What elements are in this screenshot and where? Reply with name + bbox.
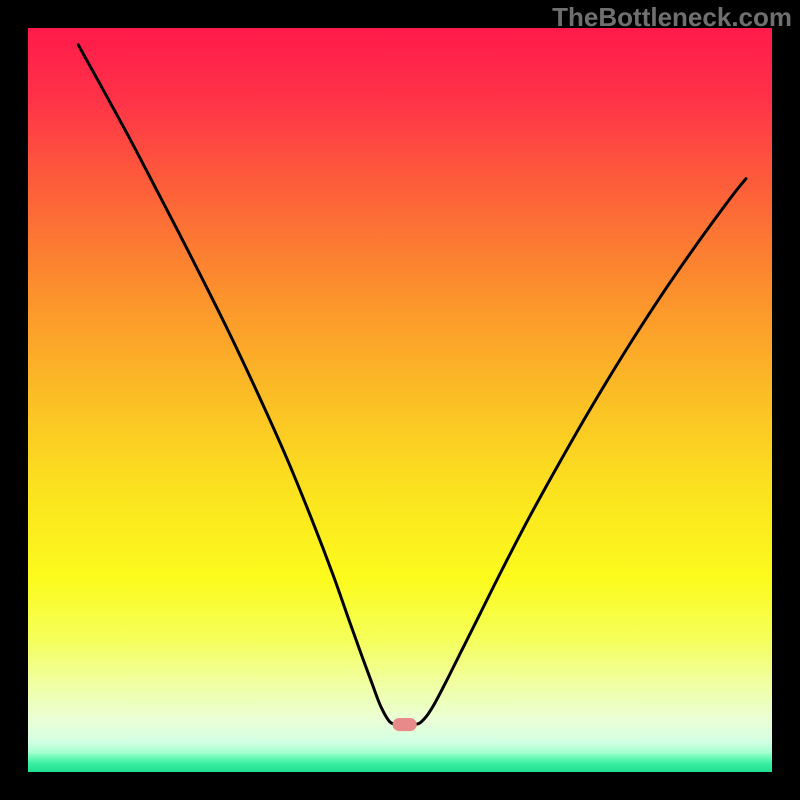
outer-border	[0, 0, 800, 800]
chart-frame: TheBottleneck.com	[0, 0, 800, 800]
watermark-text: TheBottleneck.com	[552, 2, 792, 33]
